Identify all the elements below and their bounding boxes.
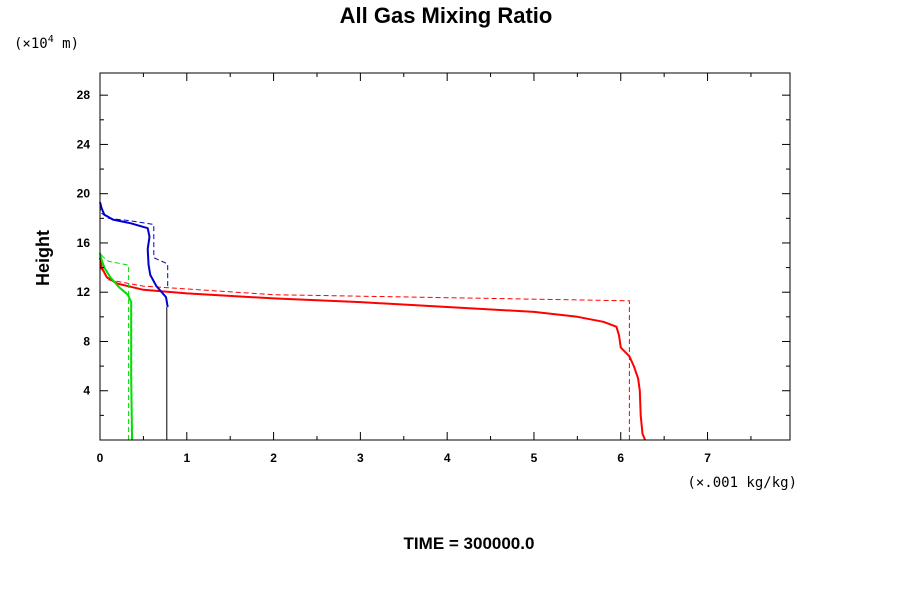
x-tick-label: 6 (617, 451, 624, 465)
y-tick-label: 20 (77, 187, 91, 201)
series-line-1 (99, 267, 630, 440)
y-tick-label: 4 (83, 384, 90, 398)
y-tick-label: 28 (77, 88, 91, 102)
series-line-6 (99, 252, 130, 440)
y-tick-label: 16 (77, 236, 91, 250)
y-tick-label: 8 (83, 334, 90, 348)
series-layer (99, 73, 647, 441)
y-unit-suffix: m) (54, 36, 79, 52)
y-unit-prefix: (×10 (14, 36, 48, 52)
series-line-0 (99, 257, 647, 441)
plot-frame (99, 72, 791, 441)
x-tick-label: 1 (183, 451, 190, 465)
x-tick-label: 2 (270, 451, 277, 465)
y-axis-label: Height (33, 230, 53, 286)
series-line-5 (99, 252, 134, 441)
x-unit-label: (×.001 kg/kg) (687, 475, 797, 491)
y-unit-label: (×104 m) (14, 34, 79, 52)
series-line-2 (99, 202, 169, 308)
y-unit-exponent: 4 (48, 34, 54, 45)
x-tick-label: 3 (357, 451, 364, 465)
x-tick-label: 5 (531, 451, 538, 465)
x-tick-label: 7 (704, 451, 711, 465)
y-tick-label: 12 (77, 285, 91, 299)
y-tick-label: 24 (77, 137, 91, 151)
x-tick-label: 0 (97, 451, 104, 465)
x-tick-label: 4 (444, 451, 451, 465)
time-label: TIME = 300000.0 (404, 534, 535, 553)
series-line-3 (99, 208, 169, 287)
chart-title: All Gas Mixing Ratio (340, 3, 553, 28)
